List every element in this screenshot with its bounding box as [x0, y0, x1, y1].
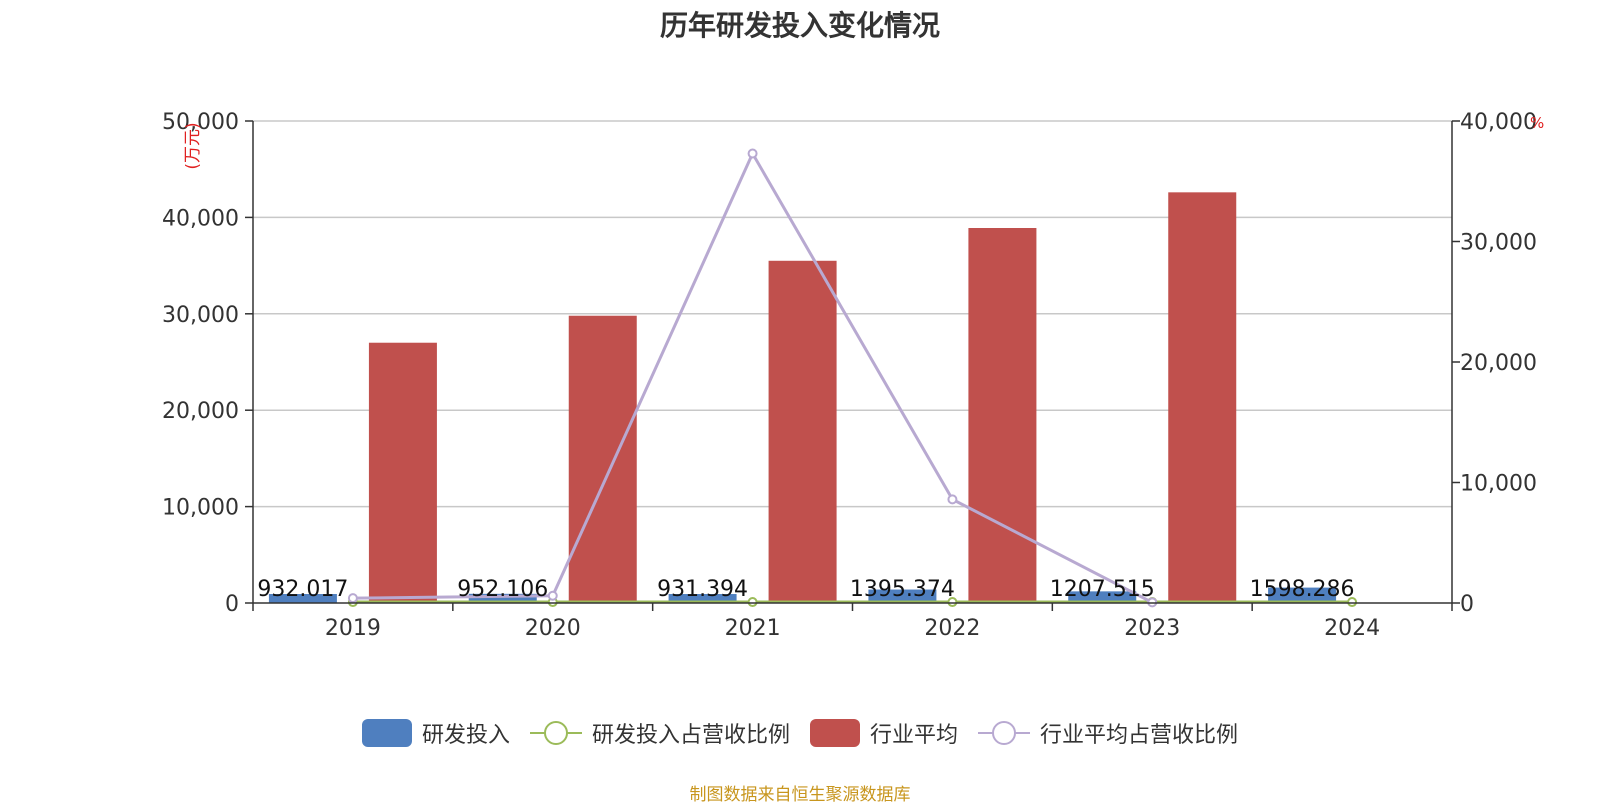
bar-industry-average	[568, 315, 637, 603]
y-right-tick-label: 40,000	[1460, 110, 1537, 135]
data-label: 932.017	[257, 577, 348, 602]
legend-item[interactable]: 行业平均	[810, 717, 958, 749]
point-rd-ratio	[747, 597, 758, 608]
legend-label: 行业平均	[870, 723, 959, 748]
y-right-tick-label: 10,000	[1460, 472, 1537, 497]
legend-label: 研发投入	[421, 723, 510, 748]
x-tick-label: 2020	[525, 616, 581, 641]
x-tick-label: 2019	[325, 616, 381, 641]
point-industry-ratio	[547, 590, 558, 601]
y-right-tick-label: 30,000	[1460, 231, 1537, 256]
legend: 研发投入 研发投入占营收比例 行业平均 行业平均占营收比例	[0, 717, 1600, 749]
y-left-tick-label: 30,000	[162, 303, 239, 328]
bar-industry-average	[768, 260, 837, 603]
data-label: 1395.374	[850, 577, 955, 602]
y-left-tick-label: 50,000	[162, 110, 239, 135]
point-rd-ratio	[947, 597, 958, 608]
y-left-tick-label: 40,000	[162, 206, 239, 231]
x-tick-label: 2022	[924, 616, 980, 641]
bar-industry-average	[368, 342, 437, 603]
chart-title: 历年研发投入变化情况	[659, 9, 940, 42]
y-right-tick-label: 0	[1460, 592, 1474, 617]
data-label: 1598.286	[1250, 577, 1355, 602]
x-tick-label: 2023	[1124, 616, 1180, 641]
y-left-unit-label: (万元)	[183, 122, 203, 169]
y-left-tick-label: 10,000	[162, 496, 239, 521]
legend-line-swatch	[529, 721, 582, 745]
data-label: 952.106	[457, 577, 548, 602]
legend-label: 行业平均占营收比例	[1040, 723, 1239, 748]
bar-rd-investment	[268, 594, 337, 603]
x-tick-label: 2021	[725, 616, 781, 641]
source-note: 制图数据来自恒生聚源数据库	[689, 785, 911, 805]
legend-line-swatch	[978, 721, 1031, 745]
bar-rd-investment	[668, 594, 737, 603]
legend-item[interactable]: 研发投入占营收比例	[529, 717, 790, 749]
legend-bar-swatch	[361, 719, 412, 747]
legend-label: 研发投入占营收比例	[591, 723, 790, 748]
point-industry-ratio	[947, 494, 958, 505]
point-industry-ratio	[347, 593, 358, 604]
bar-rd-investment	[868, 589, 937, 603]
legend-bar-swatch	[810, 719, 860, 747]
legend-item[interactable]: 研发投入	[361, 717, 510, 749]
point-rd-ratio	[1347, 597, 1358, 608]
data-label: 1207.515	[1050, 577, 1155, 602]
y-right-unit-label: %	[1530, 114, 1544, 132]
bar-rd-investment	[1268, 587, 1337, 603]
legend-item[interactable]: 行业平均占营收比例	[978, 717, 1238, 749]
bar-industry-average	[968, 228, 1037, 603]
point-industry-ratio	[747, 148, 758, 159]
y-left-tick-label: 20,000	[162, 399, 239, 424]
bar-rd-investment	[1068, 591, 1137, 603]
y-right-tick-label: 20,000	[1460, 351, 1537, 376]
y-left-tick-label: 0	[225, 592, 239, 617]
x-tick-label: 2024	[1324, 616, 1380, 641]
data-label: 931.394	[657, 577, 748, 602]
bar-industry-average	[1168, 192, 1237, 603]
bar-rd-investment	[468, 593, 537, 603]
